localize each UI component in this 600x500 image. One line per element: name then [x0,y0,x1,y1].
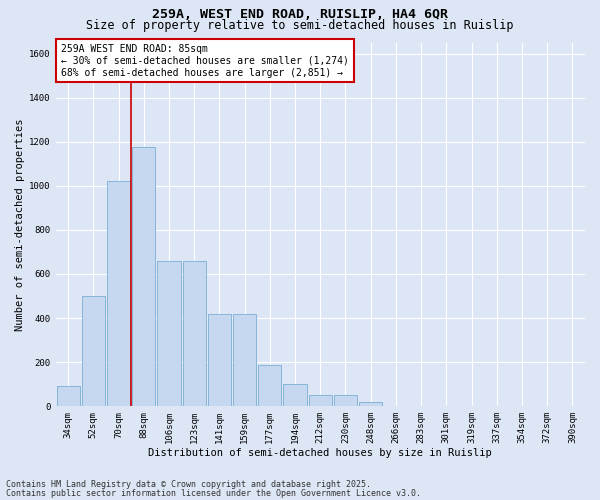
Bar [157,260,181,406]
Text: Contains public sector information licensed under the Open Government Licence v3: Contains public sector information licen… [6,490,421,498]
Text: 259A WEST END ROAD: 85sqm
← 30% of semi-detached houses are smaller (1,274)
68% : 259A WEST END ROAD: 85sqm ← 30% of semi-… [61,44,349,78]
Bar [132,147,155,406]
Bar [208,314,231,406]
Bar [258,366,281,406]
Text: Size of property relative to semi-detached houses in Ruislip: Size of property relative to semi-detach… [86,19,514,32]
Bar [233,314,256,406]
Text: Contains HM Land Registry data © Crown copyright and database right 2025.: Contains HM Land Registry data © Crown c… [6,480,371,489]
Bar [308,395,332,406]
Y-axis label: Number of semi-detached properties: Number of semi-detached properties [15,118,25,330]
Bar [359,402,382,406]
Bar [107,182,130,406]
Bar [182,260,206,406]
Bar [82,296,105,406]
Bar [334,395,357,406]
Bar [56,386,80,406]
Bar [283,384,307,406]
X-axis label: Distribution of semi-detached houses by size in Ruislip: Distribution of semi-detached houses by … [148,448,492,458]
Text: 259A, WEST END ROAD, RUISLIP, HA4 6QR: 259A, WEST END ROAD, RUISLIP, HA4 6QR [152,8,448,20]
